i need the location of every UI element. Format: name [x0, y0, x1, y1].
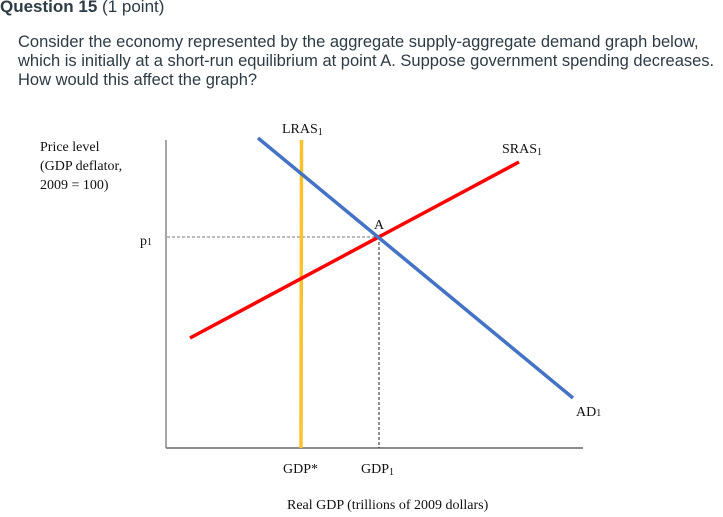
- x-axis-label: Real GDP (trillions of 2009 dollars): [287, 498, 489, 513]
- y-axis-label-line3: 2009 = 100): [40, 178, 109, 193]
- sras-curve: [189, 160, 520, 340]
- ad-label: AD1: [576, 405, 601, 420]
- gdp1-label: GDP1: [361, 462, 394, 478]
- question-points: (1 point): [102, 0, 165, 16]
- y-axis-label-line2: (GDP deflator,: [40, 159, 122, 174]
- lras-curve: [299, 139, 304, 449]
- question-title: Question 15: [0, 0, 98, 16]
- point-a-label: A: [374, 218, 385, 233]
- question-header: Question 15 (1 point): [0, 0, 164, 17]
- p1-label: p1: [140, 234, 152, 249]
- y-axis-label-line1: Price level: [40, 140, 100, 155]
- sras-label: SRAS1: [502, 142, 542, 158]
- lras-label: LRAS1: [282, 122, 323, 138]
- question-text: Consider the economy represented by the …: [18, 33, 715, 89]
- gdp-star-label: GDP*: [283, 462, 318, 477]
- ad-curve: [256, 136, 575, 400]
